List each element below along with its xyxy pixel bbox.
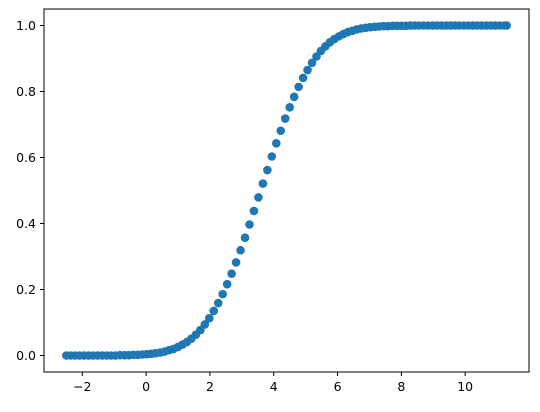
x-tick-label: 6 [334,379,342,394]
y-tick-label: 1.0 [16,18,36,33]
data-point [271,139,281,148]
data-point [240,233,250,242]
data-point [222,279,232,289]
data-point [218,289,227,299]
data-point [227,269,236,278]
x-tick-label: 2 [206,379,214,394]
x-tick-label: 10 [457,379,473,394]
x-tick-label: 8 [397,379,405,394]
data-points [62,21,511,360]
data-point [307,58,317,68]
data-point [280,114,290,123]
data-point [249,206,259,216]
y-tick-label: 0.6 [16,150,36,165]
data-point [254,193,263,202]
y-axis-ticks: 0.0 0.2 0.4 0.6 0.8 1.0 [16,18,44,363]
y-tick-label: 0.8 [16,84,36,99]
data-point [245,220,254,229]
data-point [204,313,214,323]
data-point [285,103,294,112]
data-point [294,82,303,92]
data-point [213,298,223,308]
y-tick-label: 0.2 [16,282,36,297]
data-point [303,65,312,75]
data-point [276,126,286,136]
x-tick-label: 4 [270,379,278,394]
data-point [298,73,308,83]
x-axis-ticks: −2 0 2 4 6 8 10 [73,372,473,394]
data-point [231,258,241,267]
plot-frame [43,8,530,373]
data-point [209,306,219,316]
data-point [263,165,272,175]
data-point [200,320,210,329]
y-tick-label: 0.0 [16,348,36,363]
data-point [502,21,511,30]
data-point [236,245,245,255]
y-tick-label: 0.4 [16,216,36,231]
x-tick-label: 0 [142,379,150,394]
data-point [267,152,277,161]
data-point [258,179,268,188]
x-tick-label: −2 [73,379,91,394]
data-point [289,92,299,102]
